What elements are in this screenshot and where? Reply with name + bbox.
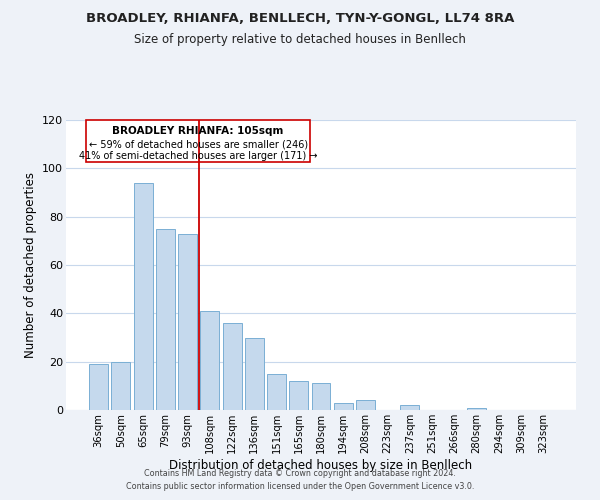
Bar: [178, 234, 197, 410]
Bar: [267, 374, 286, 410]
Text: Contains HM Land Registry data © Crown copyright and database right 2024.: Contains HM Land Registry data © Crown c…: [144, 468, 456, 477]
Text: ← 59% of detached houses are smaller (246): ← 59% of detached houses are smaller (24…: [89, 139, 308, 149]
Bar: [200, 311, 219, 410]
Text: Size of property relative to detached houses in Benllech: Size of property relative to detached ho…: [134, 32, 466, 46]
Text: 41% of semi-detached houses are larger (171) →: 41% of semi-detached houses are larger (…: [79, 151, 317, 161]
X-axis label: Distribution of detached houses by size in Benllech: Distribution of detached houses by size …: [169, 458, 473, 471]
Bar: [356, 400, 375, 410]
FancyBboxPatch shape: [86, 120, 310, 162]
Bar: [245, 338, 264, 410]
Bar: [311, 384, 331, 410]
Text: BROADLEY, RHIANFA, BENLLECH, TYN-Y-GONGL, LL74 8RA: BROADLEY, RHIANFA, BENLLECH, TYN-Y-GONGL…: [86, 12, 514, 26]
Bar: [223, 323, 242, 410]
Text: BROADLEY RHIANFA: 105sqm: BROADLEY RHIANFA: 105sqm: [112, 126, 284, 136]
Y-axis label: Number of detached properties: Number of detached properties: [23, 172, 37, 358]
Bar: [289, 381, 308, 410]
Bar: [334, 403, 353, 410]
Bar: [89, 364, 108, 410]
Bar: [112, 362, 130, 410]
Text: Contains public sector information licensed under the Open Government Licence v3: Contains public sector information licen…: [126, 482, 474, 491]
Bar: [156, 229, 175, 410]
Bar: [134, 183, 152, 410]
Bar: [400, 405, 419, 410]
Bar: [467, 408, 486, 410]
